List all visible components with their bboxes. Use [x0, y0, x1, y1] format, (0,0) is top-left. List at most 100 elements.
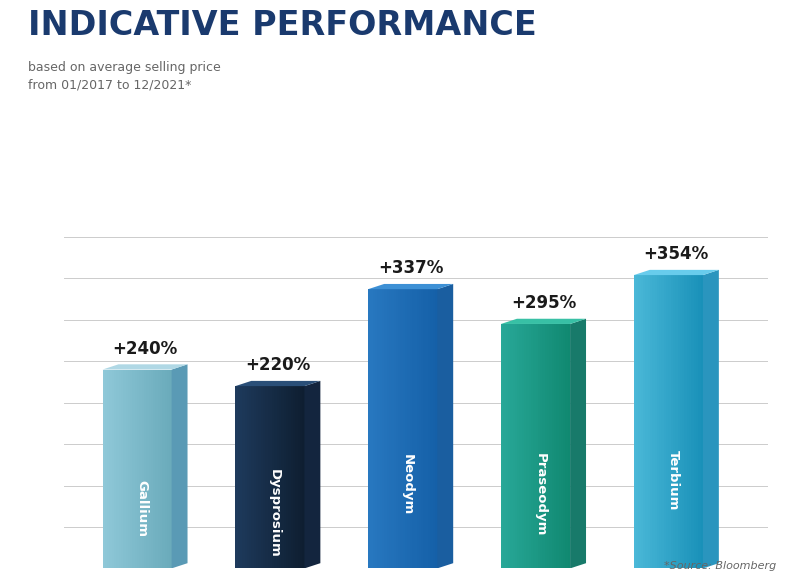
Bar [433, 289, 435, 568]
Bar [561, 324, 563, 568]
Bar [417, 289, 419, 568]
Bar [302, 386, 305, 568]
Bar [144, 369, 146, 568]
Bar [261, 386, 263, 568]
Text: Praseodym: Praseodym [534, 454, 547, 536]
Polygon shape [368, 284, 453, 289]
Bar [648, 275, 650, 568]
Bar [531, 324, 534, 568]
Bar [123, 369, 126, 568]
Bar [638, 275, 641, 568]
Bar [267, 386, 270, 568]
Bar [508, 324, 510, 568]
Text: Terbium: Terbium [666, 450, 680, 510]
Bar [421, 289, 424, 568]
Bar [643, 275, 646, 568]
Bar [534, 324, 536, 568]
Bar [254, 386, 256, 568]
Bar [405, 289, 407, 568]
Bar [689, 275, 692, 568]
Bar [256, 386, 258, 568]
Bar [247, 386, 250, 568]
Bar [277, 386, 279, 568]
Bar [274, 386, 277, 568]
Bar [130, 369, 133, 568]
Bar [696, 275, 698, 568]
Bar [636, 275, 638, 568]
Bar [149, 369, 151, 568]
Bar [293, 386, 295, 568]
Bar [657, 275, 659, 568]
Bar [235, 386, 238, 568]
Bar [675, 275, 678, 568]
Bar [513, 324, 515, 568]
Text: +354%: +354% [644, 245, 709, 263]
Bar [386, 289, 389, 568]
Bar [384, 289, 387, 568]
Bar [535, 324, 538, 568]
Polygon shape [703, 270, 719, 568]
Bar [242, 386, 245, 568]
Text: based on average selling price
from 01/2017 to 12/2021*: based on average selling price from 01/2… [28, 61, 221, 92]
Bar [391, 289, 394, 568]
Bar [270, 386, 273, 568]
Bar [282, 386, 284, 568]
Bar [430, 289, 433, 568]
Bar [284, 386, 286, 568]
Bar [414, 289, 417, 568]
Bar [673, 275, 675, 568]
Bar [151, 369, 154, 568]
Bar [435, 289, 438, 568]
Bar [680, 275, 682, 568]
Bar [522, 324, 524, 568]
Text: *Source: Bloomberg: *Source: Bloomberg [664, 561, 776, 571]
Bar [652, 275, 655, 568]
Bar [146, 369, 149, 568]
Bar [375, 289, 378, 568]
Text: +295%: +295% [511, 294, 576, 312]
Bar [170, 369, 172, 568]
Bar [634, 275, 637, 568]
Bar [641, 275, 643, 568]
Bar [373, 289, 375, 568]
Bar [664, 275, 666, 568]
Bar [563, 324, 566, 568]
Bar [396, 289, 398, 568]
Bar [682, 275, 685, 568]
Bar [556, 324, 559, 568]
Bar [550, 324, 552, 568]
Bar [554, 324, 557, 568]
Bar [398, 289, 401, 568]
Bar [245, 386, 247, 568]
Bar [142, 369, 144, 568]
Bar [678, 275, 680, 568]
Bar [426, 289, 428, 568]
Bar [238, 386, 240, 568]
Bar [110, 369, 112, 568]
Bar [568, 324, 570, 568]
Bar [501, 324, 503, 568]
Bar [370, 289, 373, 568]
Bar [407, 289, 410, 568]
Bar [650, 275, 653, 568]
Bar [538, 324, 541, 568]
Bar [558, 324, 561, 568]
Bar [517, 324, 520, 568]
Bar [566, 324, 568, 568]
Text: +220%: +220% [246, 356, 310, 374]
Bar [298, 386, 300, 568]
Bar [654, 275, 657, 568]
Bar [112, 369, 114, 568]
Bar [423, 289, 426, 568]
Bar [162, 369, 165, 568]
Bar [694, 275, 696, 568]
Bar [286, 386, 289, 568]
Polygon shape [570, 319, 586, 568]
Polygon shape [438, 284, 453, 568]
Bar [412, 289, 414, 568]
Bar [380, 289, 382, 568]
Bar [240, 386, 242, 568]
Bar [133, 369, 135, 568]
Bar [540, 324, 542, 568]
Bar [290, 386, 293, 568]
